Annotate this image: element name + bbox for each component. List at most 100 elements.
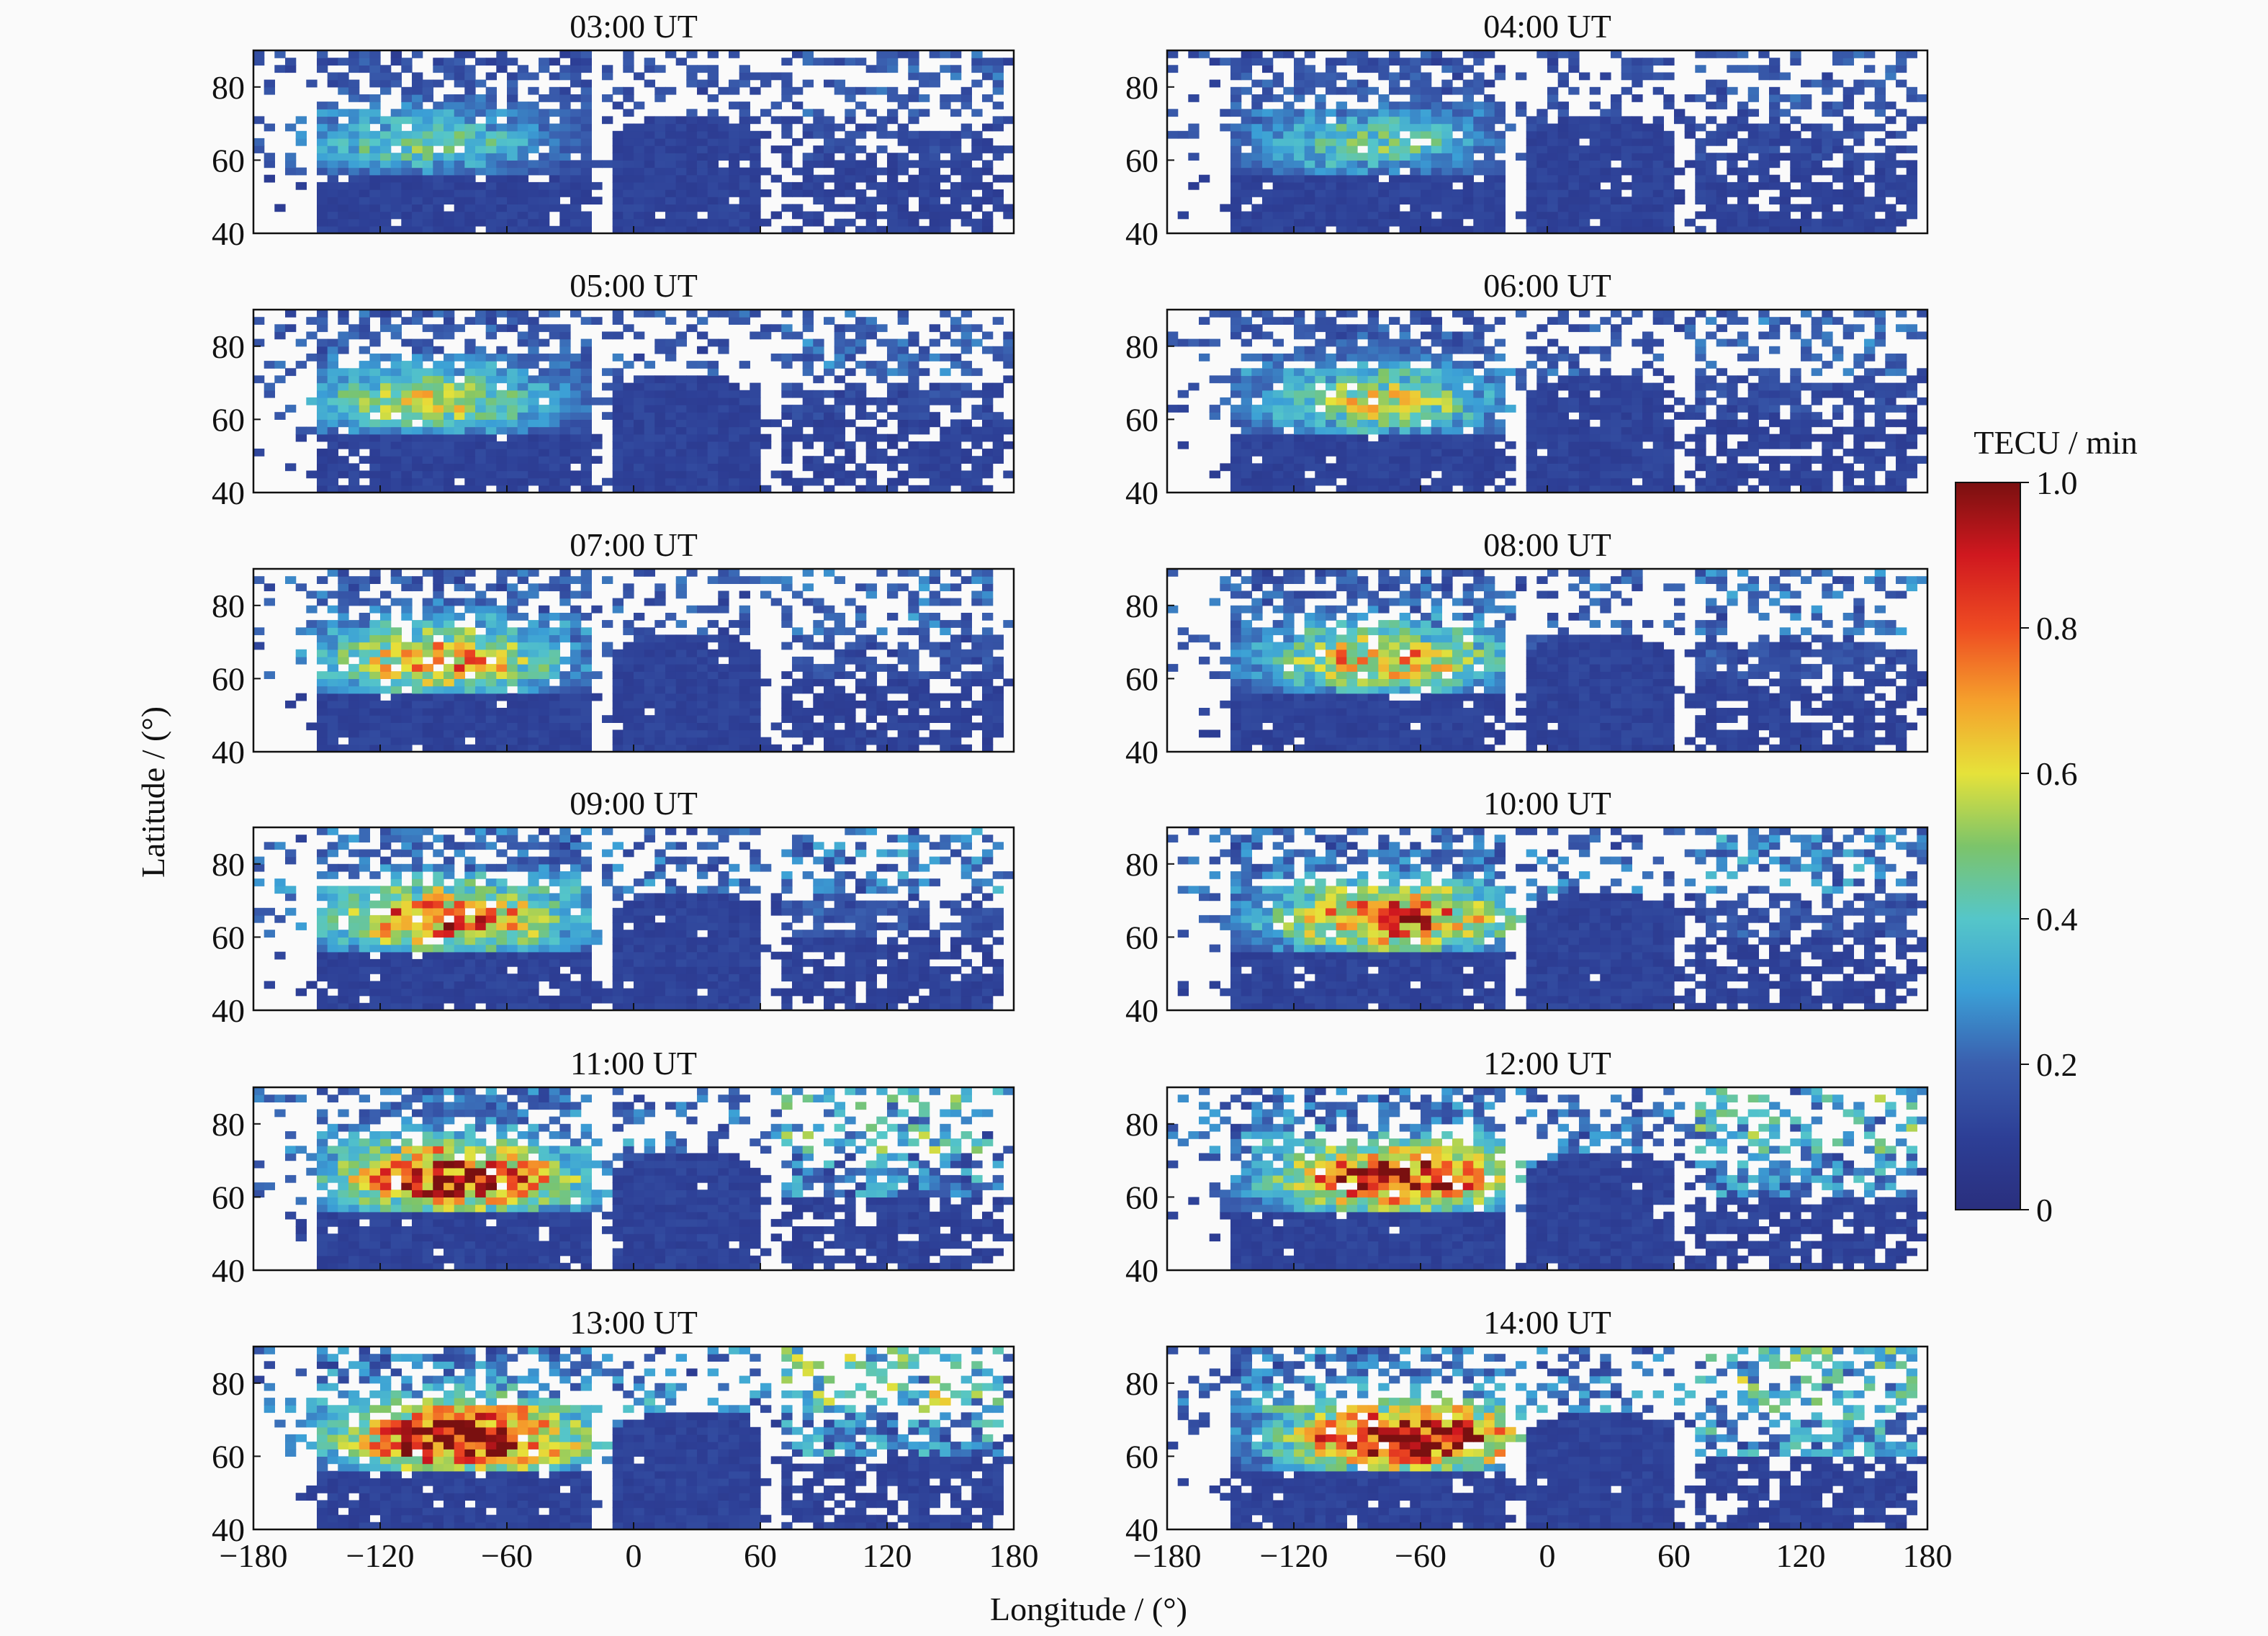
heatmap-cell bbox=[1706, 86, 1717, 95]
heatmap-cell bbox=[1378, 477, 1390, 486]
heatmap-cell bbox=[1737, 317, 1749, 325]
heatmap-cell bbox=[580, 79, 592, 88]
heatmap-cell bbox=[876, 181, 888, 190]
heatmap-cell bbox=[929, 181, 940, 190]
heatmap-cell bbox=[591, 456, 603, 464]
heatmap-cell bbox=[707, 729, 719, 738]
heatmap-cell bbox=[1251, 375, 1263, 384]
heatmap-cell bbox=[317, 412, 328, 420]
heatmap-cell bbox=[580, 116, 592, 125]
heatmap-cell bbox=[602, 368, 613, 377]
heatmap-cell bbox=[1357, 197, 1369, 204]
heatmap-cell bbox=[634, 218, 645, 227]
heatmap-cell bbox=[1399, 218, 1410, 227]
heatmap-cell bbox=[454, 218, 465, 227]
heatmap-cell bbox=[1589, 189, 1601, 197]
heatmap-cell bbox=[697, 138, 708, 146]
heatmap-cell bbox=[570, 123, 582, 132]
heatmap-cell bbox=[1399, 58, 1410, 66]
heatmap-cell bbox=[1747, 441, 1759, 449]
heatmap-cell bbox=[422, 153, 433, 161]
heatmap-cell bbox=[1579, 225, 1590, 234]
heatmap-cell bbox=[412, 426, 423, 435]
heatmap-cell bbox=[929, 167, 940, 176]
heatmap-cell bbox=[369, 109, 381, 117]
heatmap-cell bbox=[1326, 189, 1337, 197]
heatmap-cell bbox=[865, 433, 877, 442]
heatmap-cell bbox=[1262, 375, 1274, 384]
heatmap-cell bbox=[1906, 181, 1917, 190]
heatmap-cell bbox=[1747, 463, 1759, 472]
heatmap-cell bbox=[390, 441, 402, 449]
heatmap-cell bbox=[1611, 211, 1622, 220]
heatmap-cell bbox=[1294, 456, 1305, 464]
heatmap-cell bbox=[1579, 433, 1590, 442]
heatmap-cell bbox=[992, 346, 1004, 354]
heatmap-cell bbox=[887, 412, 899, 420]
heatmap-cell bbox=[1864, 477, 1876, 486]
heatmap-cell bbox=[1336, 310, 1347, 318]
heatmap-cell bbox=[781, 145, 793, 153]
heatmap-cell bbox=[1536, 160, 1548, 168]
heatmap-cell bbox=[485, 744, 497, 752]
heatmap-cell bbox=[729, 477, 740, 486]
heatmap-cell bbox=[1357, 130, 1369, 139]
heatmap-cell bbox=[1452, 441, 1464, 449]
heatmap-cell bbox=[390, 729, 402, 738]
heatmap-cell bbox=[1874, 204, 1886, 212]
heatmap-cell bbox=[834, 456, 845, 464]
heatmap-cell bbox=[559, 338, 571, 347]
heatmap-cell bbox=[1326, 181, 1337, 190]
heatmap-cell bbox=[433, 324, 444, 333]
heatmap-cell bbox=[612, 160, 624, 168]
heatmap-cell bbox=[1283, 153, 1295, 161]
heatmap-cell bbox=[1801, 405, 1812, 413]
heatmap-cell bbox=[845, 174, 856, 183]
heatmap-cell bbox=[707, 94, 719, 102]
heatmap-cell bbox=[1747, 211, 1759, 220]
heatmap-cell bbox=[1452, 368, 1464, 377]
heatmap-cell bbox=[1367, 470, 1379, 479]
heatmap-cell bbox=[1389, 86, 1400, 95]
heatmap-cell bbox=[338, 109, 349, 117]
heatmap-cell bbox=[834, 354, 845, 361]
heatmap-cell bbox=[580, 123, 592, 132]
heatmap-cell bbox=[539, 470, 550, 479]
heatmap-cell bbox=[401, 181, 413, 190]
heatmap-cell bbox=[940, 463, 951, 472]
heatmap-cell bbox=[686, 109, 698, 117]
heatmap-cell bbox=[1346, 397, 1358, 405]
heatmap-cell bbox=[1484, 181, 1495, 190]
heatmap-cell bbox=[1885, 470, 1896, 479]
heatmap-cell bbox=[338, 375, 349, 384]
heatmap-cell bbox=[1652, 390, 1664, 398]
heatmap-cell bbox=[422, 433, 433, 442]
heatmap-cell bbox=[464, 419, 476, 428]
heatmap-cell bbox=[1177, 338, 1189, 347]
heatmap-cell bbox=[834, 744, 845, 752]
heatmap-cell bbox=[1304, 189, 1315, 197]
heatmap-cell bbox=[274, 324, 286, 333]
heatmap-cell bbox=[559, 102, 571, 109]
heatmap-cell bbox=[1536, 204, 1548, 212]
heatmap-cell bbox=[1389, 485, 1400, 493]
heatmap-cell bbox=[634, 405, 645, 413]
heatmap-cell bbox=[1716, 405, 1727, 413]
heatmap-cell bbox=[390, 737, 402, 745]
heatmap-cell bbox=[1695, 433, 1706, 442]
heatmap-cell bbox=[1431, 86, 1442, 95]
heatmap-cell bbox=[1272, 189, 1284, 197]
heatmap-cell bbox=[1589, 477, 1601, 486]
heatmap-cell bbox=[1378, 449, 1390, 457]
heatmap-cell bbox=[1241, 441, 1252, 449]
heatmap-cell bbox=[475, 477, 487, 486]
heatmap-cell bbox=[348, 167, 360, 176]
heatmap-cell bbox=[1346, 189, 1358, 197]
heatmap-cell bbox=[623, 65, 634, 73]
heatmap-cell bbox=[1589, 138, 1601, 146]
heatmap-cell bbox=[485, 310, 497, 318]
heatmap-cell bbox=[1589, 181, 1601, 190]
heatmap-cell bbox=[444, 218, 455, 227]
heatmap-cell bbox=[1611, 477, 1622, 486]
heatmap-cell bbox=[412, 86, 423, 95]
